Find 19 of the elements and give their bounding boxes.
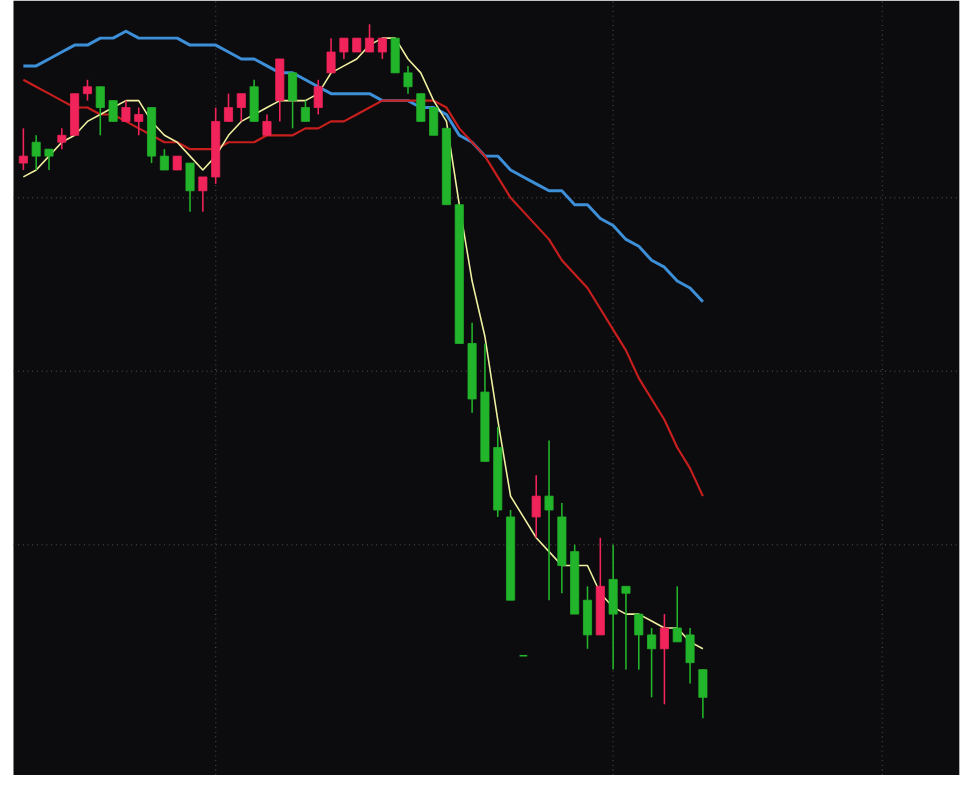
candlestick <box>224 92 233 122</box>
candlestick <box>185 161 195 213</box>
candlestick <box>275 57 285 122</box>
candlestick <box>313 78 323 115</box>
candlestick <box>698 668 708 719</box>
candlestick <box>18 127 28 171</box>
candlestick <box>582 585 592 650</box>
candlestick <box>159 148 169 171</box>
candlestick <box>377 37 387 60</box>
candlestick <box>544 439 554 601</box>
candlestick <box>249 78 259 122</box>
candlestick <box>300 99 310 122</box>
candlestick <box>531 474 541 539</box>
candlestick <box>262 113 272 136</box>
candlestick <box>659 613 669 705</box>
candlestick <box>236 92 246 122</box>
candlestick <box>365 23 375 53</box>
candlestick <box>288 71 298 129</box>
candlestick <box>82 78 92 102</box>
